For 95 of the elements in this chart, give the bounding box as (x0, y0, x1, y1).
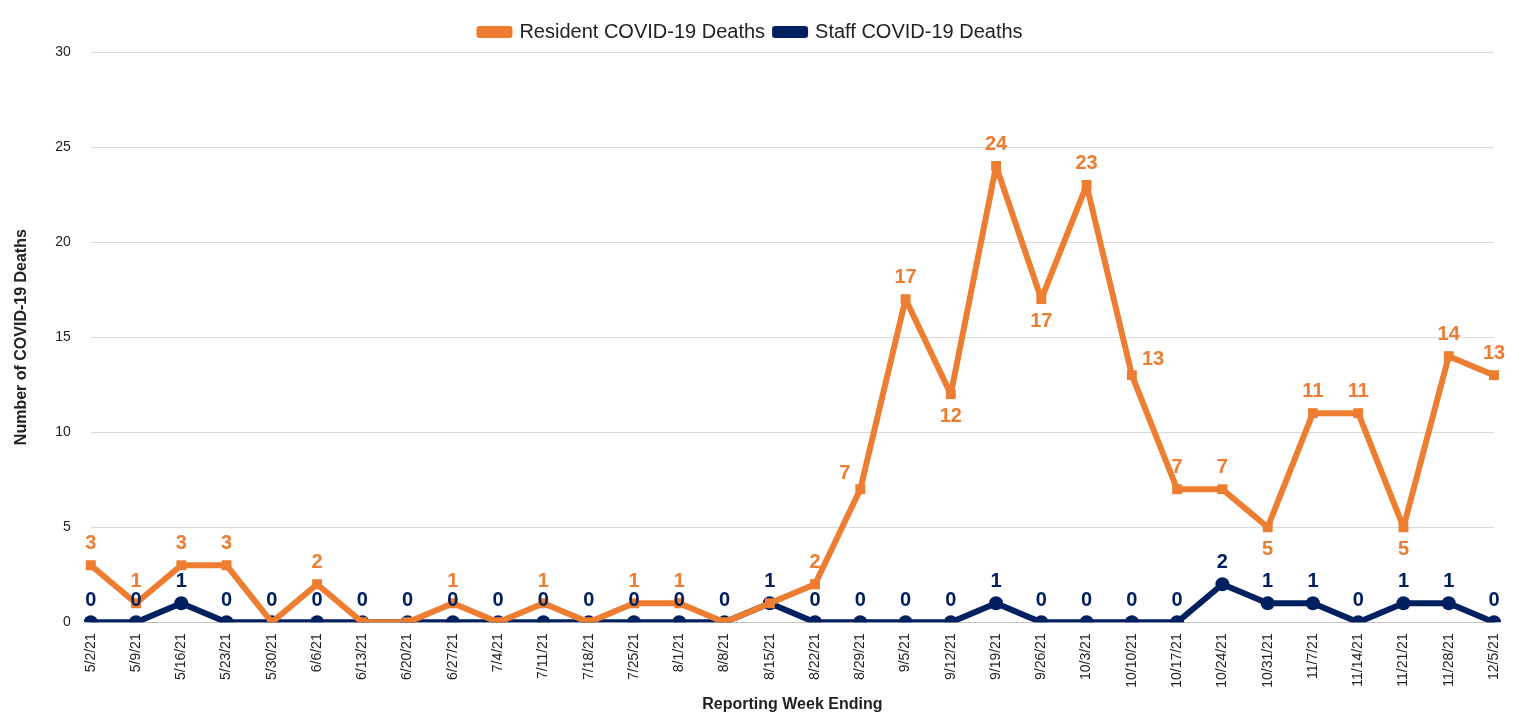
data-label: 1 (537, 568, 549, 591)
data-label: 0 (1035, 587, 1047, 610)
data-label: 12 (939, 403, 962, 426)
data-label: 0 (1126, 587, 1138, 610)
data-label: 1 (628, 568, 640, 591)
x-tick-label: 9/12/21 (941, 633, 958, 681)
x-tick-label: 9/5/21 (896, 633, 913, 673)
data-label: 5 (1397, 536, 1410, 559)
x-tick-label: 5/9/21 (126, 633, 143, 673)
data-label: 7 (1171, 454, 1183, 477)
y-tick-label: 5 (62, 518, 71, 535)
x-tick-label: 8/15/21 (760, 633, 777, 681)
x-tick-label: 10/3/21 (1077, 633, 1094, 681)
x-tick-label: 11/28/21 (1439, 633, 1456, 687)
y-tick-label: 20 (55, 232, 71, 249)
x-axis-title: Reporting Week Ending (702, 694, 883, 712)
x-tick-label: 12/5/21 (1484, 633, 1501, 681)
data-label: 1 (1397, 568, 1410, 591)
data-label: 1 (130, 568, 142, 591)
x-tick-label: 11/21/21 (1394, 633, 1411, 687)
x-tick-label: 8/29/21 (851, 633, 868, 681)
x-tick-label: 10/24/21 (1213, 633, 1230, 688)
data-label: 13 (1141, 346, 1165, 369)
legend-label: Staff COVID-19 Deaths (815, 19, 1023, 42)
data-label: 0 (1081, 587, 1093, 610)
data-label: 0 (1171, 587, 1183, 610)
x-tick-label: 10/17/21 (1168, 633, 1184, 688)
data-label: 0 (402, 587, 414, 610)
data-label: 0 (1488, 587, 1500, 610)
data-label: 0 (809, 587, 821, 610)
x-tick-label: 6/6/21 (307, 633, 324, 673)
y-tick-label: 0 (62, 613, 71, 630)
data-label: 0 (718, 587, 731, 610)
x-tick-label: 5/23/21 (217, 633, 234, 681)
x-tick-label: 10/31/21 (1258, 633, 1275, 688)
x-tick-label: 8/22/21 (805, 633, 822, 681)
x-tick-label: 11/14/21 (1349, 633, 1366, 687)
data-label: 11 (1347, 378, 1369, 401)
x-tick-label: 9/26/21 (1032, 633, 1049, 681)
data-label: 0 (1352, 587, 1364, 610)
x-tick-label: 6/20/21 (398, 633, 415, 681)
y-axis-title: Number of COVID-19 Deaths (12, 229, 30, 446)
data-label: 1 (673, 568, 685, 591)
y-tick-label: 10 (55, 423, 71, 440)
x-tick-label: 10/10/21 (1122, 633, 1139, 688)
data-label: 0 (356, 587, 368, 610)
data-label: 3 (221, 530, 233, 553)
x-tick-label: 5/2/21 (81, 633, 98, 673)
data-label: 0 (311, 587, 323, 610)
data-label: 17 (894, 264, 917, 287)
data-label: 2 (809, 549, 821, 572)
x-tick-label: 6/13/21 (353, 633, 370, 681)
y-tick-label: 15 (55, 328, 71, 345)
data-label: 0 (221, 587, 233, 610)
x-tick-label: 7/25/21 (624, 633, 641, 681)
data-label: 0 (583, 587, 595, 610)
data-label: 7 (1216, 454, 1228, 477)
data-label: 0 (899, 587, 912, 610)
data-label: 1 (175, 568, 187, 591)
data-label: 1 (447, 568, 459, 591)
x-tick-label: 7/11/21 (534, 633, 551, 679)
data-label: 2 (1216, 549, 1228, 572)
x-tick-label: 8/1/21 (670, 633, 687, 673)
data-label: 11 (1302, 378, 1324, 401)
data-label: 1 (1307, 568, 1319, 591)
data-label: 0 (945, 587, 957, 610)
data-label: 0 (854, 587, 866, 610)
x-tick-label: 5/30/21 (262, 633, 279, 681)
data-label: 13 (1482, 340, 1506, 363)
data-label: 7 (839, 460, 851, 483)
data-label: 0 (266, 587, 278, 610)
y-tick-label: 30 (55, 42, 71, 59)
x-tick-label: 7/18/21 (579, 633, 596, 681)
x-tick-label: 9/19/21 (986, 633, 1003, 681)
data-label: 1 (764, 568, 776, 591)
x-tick-label: 7/4/21 (489, 633, 506, 673)
x-tick-label: 6/27/21 (443, 633, 460, 681)
x-tick-label: 8/8/21 (715, 633, 732, 673)
data-label: 24 (984, 131, 1009, 154)
x-tick-label: 5/16/21 (172, 633, 189, 681)
data-label: 1 (1262, 568, 1274, 591)
legend-label: Resident COVID-19 Deaths (519, 19, 766, 42)
data-label: 5 (1262, 536, 1274, 559)
data-label: 3 (175, 530, 187, 553)
data-label: 0 (492, 587, 504, 610)
y-tick-label: 25 (55, 137, 71, 154)
x-tick-label: 11/7/21 (1303, 633, 1320, 679)
data-label: 1 (1443, 568, 1455, 591)
data-label: 23 (1075, 150, 1098, 173)
data-label: 3 (85, 530, 97, 553)
data-label: 14 (1437, 321, 1461, 344)
data-label: 17 (1030, 308, 1053, 331)
data-label: 2 (311, 549, 323, 572)
data-label: 1 (990, 568, 1002, 591)
data-label: 0 (85, 587, 97, 610)
